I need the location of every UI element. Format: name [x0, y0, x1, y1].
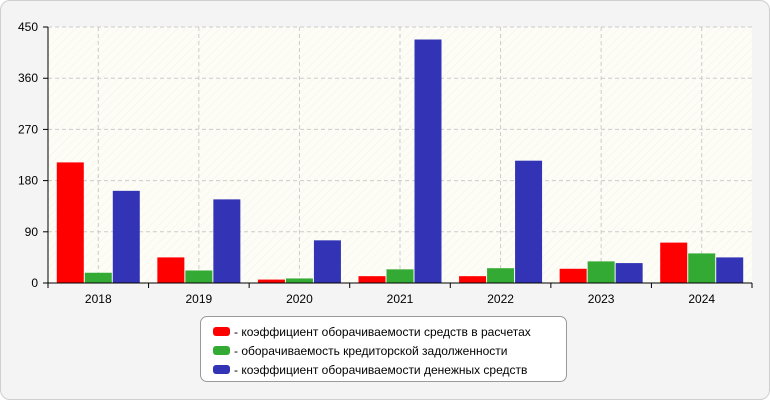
tick-labels: 0 90 180 270 360 450 2018 2019 2020 2021 2022 2023 2…	[18, 20, 715, 306]
axes	[43, 26, 753, 288]
y-tick-label: 450	[18, 20, 38, 34]
bar	[157, 257, 185, 283]
x-tick-label: 2018	[85, 292, 112, 306]
y-tick-label: 270	[18, 122, 38, 136]
x-tick-label: 2019	[186, 292, 213, 306]
bar	[559, 268, 587, 283]
x-tick-label: 2023	[588, 292, 615, 306]
bar	[112, 190, 140, 283]
x-tick-label: 2020	[286, 292, 313, 306]
bar	[414, 39, 442, 283]
bar	[213, 199, 241, 283]
bar	[185, 270, 213, 283]
gridlines	[48, 26, 752, 283]
bar	[716, 257, 744, 283]
legend-label: - коэффициент оборачиваемости средств в …	[234, 324, 531, 339]
bar	[515, 160, 543, 283]
legend-label: - коэффициент оборачиваемости денежных с…	[234, 362, 528, 377]
legend-item: - оборачиваемость кредиторской задолженн…	[213, 341, 566, 360]
bar	[84, 272, 112, 283]
x-tick-label: 2022	[487, 292, 514, 306]
y-tick-label: 360	[18, 71, 38, 85]
legend: - коэффициент оборачиваемости средств в …	[200, 316, 567, 382]
bar	[688, 253, 716, 283]
bar	[313, 240, 341, 283]
bar	[615, 263, 643, 283]
bar-chart: 0 90 180 270 360 450 2018 2019 2020 2021 2022 2023 2…	[18, 20, 753, 306]
legend-item: - коэффициент оборачиваемости средств в …	[213, 322, 566, 341]
bar	[660, 242, 688, 283]
y-tick-label: 90	[25, 225, 39, 239]
legend-label: - оборачиваемость кредиторской задолженн…	[234, 343, 508, 358]
legend-item: - коэффициент оборачиваемости денежных с…	[213, 360, 566, 379]
bar	[587, 261, 615, 283]
x-tick-label: 2024	[688, 292, 715, 306]
x-tick-label: 2021	[387, 292, 414, 306]
bar	[257, 279, 285, 283]
bar	[56, 162, 84, 283]
bars	[56, 39, 744, 283]
bar	[487, 268, 515, 283]
legend-swatch-blue	[213, 365, 230, 374]
y-tick-label: 180	[18, 174, 38, 188]
bar	[459, 276, 487, 283]
legend-swatch-green	[213, 346, 230, 355]
legend-swatch-red	[213, 327, 230, 336]
bar	[285, 278, 313, 283]
bar	[386, 269, 414, 283]
y-tick-label: 0	[31, 276, 38, 290]
bar	[358, 276, 386, 283]
